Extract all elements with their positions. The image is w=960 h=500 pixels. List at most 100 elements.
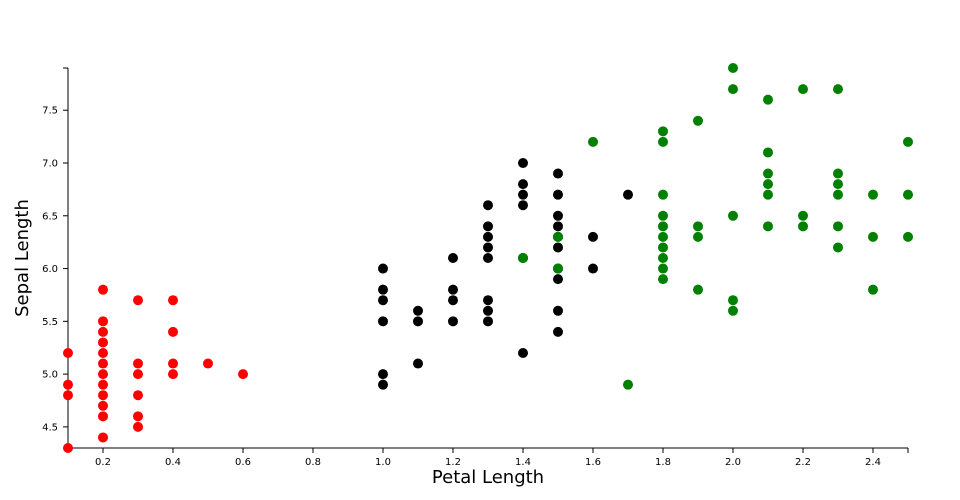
data-point bbox=[133, 411, 143, 422]
x-tick-label: 0.6 bbox=[235, 457, 251, 468]
data-point bbox=[483, 242, 493, 253]
data-point bbox=[448, 253, 458, 263]
y-tick-label: 5.5 bbox=[42, 317, 58, 328]
data-point bbox=[728, 84, 738, 95]
data-point bbox=[98, 379, 108, 390]
x-tick-label: 0.8 bbox=[305, 457, 321, 468]
data-point bbox=[518, 179, 528, 190]
x-axis-title: Petal Length bbox=[432, 467, 544, 488]
data-point bbox=[553, 326, 563, 337]
data-point bbox=[378, 284, 388, 295]
data-point bbox=[98, 316, 108, 327]
data-point bbox=[483, 221, 493, 232]
data-point bbox=[903, 136, 913, 147]
data-point bbox=[98, 358, 108, 369]
data-point bbox=[518, 200, 528, 211]
data-point bbox=[413, 316, 423, 327]
data-point bbox=[728, 305, 738, 316]
data-points bbox=[63, 63, 913, 453]
series-2 bbox=[518, 63, 913, 390]
data-point bbox=[553, 305, 563, 316]
data-point bbox=[98, 284, 108, 295]
data-point bbox=[448, 284, 458, 295]
data-point bbox=[518, 253, 528, 263]
data-point bbox=[168, 358, 178, 369]
data-point bbox=[483, 316, 493, 327]
data-point bbox=[658, 253, 668, 263]
data-point bbox=[623, 379, 633, 390]
data-point bbox=[763, 94, 773, 105]
data-point bbox=[168, 326, 178, 337]
data-point bbox=[763, 179, 773, 190]
y-tick-label: 7.0 bbox=[42, 159, 58, 170]
data-point bbox=[868, 189, 878, 200]
x-tick-label: 2.4 bbox=[865, 457, 881, 468]
data-point bbox=[798, 84, 808, 95]
data-point bbox=[658, 221, 668, 232]
data-point bbox=[168, 295, 178, 306]
data-point bbox=[378, 295, 388, 306]
data-point bbox=[553, 274, 563, 285]
x-tick-label: 1.2 bbox=[445, 457, 461, 468]
x-tick-label: 2.0 bbox=[725, 457, 741, 468]
data-point bbox=[763, 189, 773, 200]
x-tick-label: 2.2 bbox=[795, 457, 811, 468]
data-point bbox=[98, 337, 108, 348]
data-point bbox=[588, 136, 598, 147]
data-point bbox=[238, 369, 248, 380]
data-point bbox=[623, 189, 633, 200]
data-point bbox=[133, 358, 143, 369]
y-tick-label: 4.5 bbox=[42, 422, 58, 433]
data-point bbox=[63, 443, 73, 453]
data-point bbox=[763, 221, 773, 232]
data-point bbox=[868, 284, 878, 295]
data-point bbox=[833, 84, 843, 95]
data-point bbox=[518, 348, 528, 358]
data-point bbox=[658, 263, 668, 274]
data-point bbox=[448, 295, 458, 306]
y-axis-ticks: 4.5 5.0 5.5 6.0 6.5 7.0 7.5 bbox=[42, 67, 68, 449]
x-tick-label: 1.6 bbox=[585, 457, 601, 468]
x-axis-ticks: 0.2 0.4 0.6 0.8 1.0 1.2 1.4 1.6 1.8 2.0 2.2 2.4 bbox=[67, 448, 909, 468]
series-1 bbox=[378, 158, 633, 390]
data-point bbox=[728, 295, 738, 306]
data-point bbox=[98, 348, 108, 358]
y-tick-label: 6.5 bbox=[42, 211, 58, 222]
data-point bbox=[448, 316, 458, 327]
data-point bbox=[98, 369, 108, 380]
data-point bbox=[133, 369, 143, 380]
plot-area: 0.2 0.4 0.6 0.8 1.0 1.2 1.4 1.6 1.8 2.0 2.2 2.4 4.5… bbox=[42, 63, 913, 468]
data-point bbox=[693, 231, 703, 242]
data-point bbox=[903, 231, 913, 242]
data-point bbox=[98, 411, 108, 422]
data-point bbox=[553, 242, 563, 253]
data-point bbox=[588, 231, 598, 242]
x-tick-label: 0.2 bbox=[95, 457, 111, 468]
data-point bbox=[833, 179, 843, 190]
data-point bbox=[903, 189, 913, 200]
data-point bbox=[693, 115, 703, 126]
data-point bbox=[553, 189, 563, 200]
data-point bbox=[378, 369, 388, 380]
data-point bbox=[833, 189, 843, 200]
data-point bbox=[658, 274, 668, 285]
data-point bbox=[658, 242, 668, 253]
data-point bbox=[98, 432, 108, 443]
data-point bbox=[98, 390, 108, 401]
data-point bbox=[483, 295, 493, 306]
data-point bbox=[63, 379, 73, 390]
data-point bbox=[833, 242, 843, 253]
data-point bbox=[798, 221, 808, 232]
data-point bbox=[868, 231, 878, 242]
data-point bbox=[483, 253, 493, 263]
data-point bbox=[518, 189, 528, 200]
data-point bbox=[413, 358, 423, 369]
data-point bbox=[658, 136, 668, 147]
data-point bbox=[763, 168, 773, 179]
data-point bbox=[693, 221, 703, 232]
data-point bbox=[378, 316, 388, 327]
y-axis-title: Sepal Length bbox=[12, 199, 33, 317]
data-point bbox=[483, 231, 493, 242]
y-tick-label: 7.5 bbox=[42, 106, 58, 117]
